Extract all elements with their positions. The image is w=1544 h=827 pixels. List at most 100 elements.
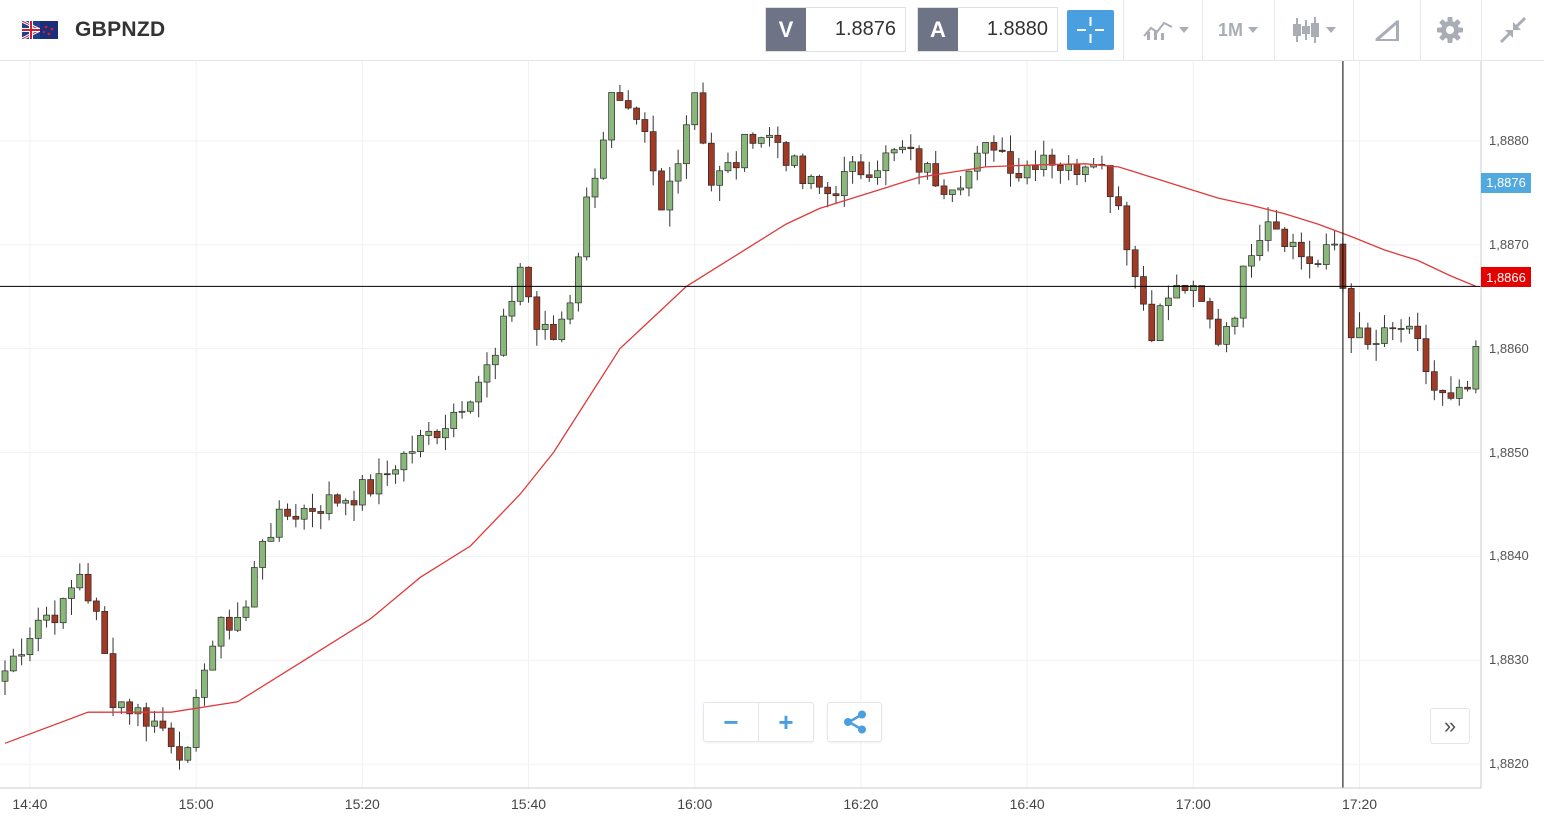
candle-bullish [840,171,848,197]
candle-bearish [1389,327,1397,330]
candle-bullish [608,92,615,141]
candle-bullish [691,92,699,126]
candle-bearish [1073,164,1081,175]
candle-bearish [1306,256,1314,264]
candle-bearish [915,148,923,173]
candle-bearish [1439,389,1446,394]
timeframe-select[interactable]: 1M [1207,6,1269,54]
candle-bearish [1214,318,1222,345]
candle-bullish [201,669,208,698]
candle-bullish [250,567,258,608]
candle-bullish [791,155,798,166]
candle-bullish [591,177,599,198]
candle-bullish [674,163,682,182]
time-tick-label: 16:40 [1009,796,1045,812]
candle-bearish [525,266,532,298]
candle-bearish [1198,285,1205,302]
candle-bullish [683,124,690,165]
candle-bearish [1347,288,1355,339]
candle-bearish [616,92,624,101]
candle-bullish [34,619,42,639]
candle-bullish [342,500,350,504]
candle-bearish [1281,228,1289,248]
candle-bullish [924,163,931,173]
bid-quote[interactable]: V 1.8876 [765,7,906,52]
time-tick-label: 14:40 [12,796,48,812]
candle-bullish [417,435,424,452]
collapse-button[interactable] [1488,6,1538,54]
time-tick-label: 15:40 [510,796,547,812]
candle-bearish [998,149,1006,152]
candle-bullish [666,180,674,211]
time-tick-label: 17:20 [1341,796,1378,812]
candle-bearish [699,92,707,144]
candle-bullish [982,142,989,154]
crosshair-button[interactable] [1067,10,1114,50]
candle-bearish [816,175,823,188]
candle-bullish [450,411,458,429]
candle-bullish [948,189,956,195]
candle-bearish [857,161,865,176]
ask-label: A [918,8,958,51]
candle-bearish [292,515,300,520]
price-tick-label: 1,8870 [1489,236,1529,252]
candle-bearish [1422,338,1430,372]
price-tick-label: 1,8850 [1489,444,1529,460]
candle-bearish [1123,205,1131,251]
candle-bearish [1464,386,1471,390]
candle-bullish [1322,244,1330,265]
candle-bullish [392,469,399,475]
candle-bullish [68,587,75,599]
candle-bearish [1314,263,1322,265]
ask-quote[interactable]: A 1.8880 [917,7,1058,52]
candle-bullish [899,146,906,151]
time-tick-label: 16:00 [677,796,713,812]
candle-bullish [192,697,200,748]
candle-bullish [500,315,507,356]
chart-type-button[interactable] [1282,6,1344,54]
settings-button[interactable] [1425,6,1475,54]
candle-bearish [624,100,632,109]
candle-bullish [599,139,607,179]
candle-bullish [965,170,973,189]
bid-value: 1.8876 [834,18,896,40]
candle-bullish [1248,255,1255,267]
candle-bullish [757,137,765,144]
candle-bearish [350,500,358,506]
candle-bullish [375,473,383,495]
indicators-button[interactable] [1135,6,1195,54]
candle-bullish [491,354,499,366]
time-tick-label: 15:00 [178,796,214,812]
candle-bullish [1256,240,1264,257]
candle-bearish [84,573,92,602]
zoom-in-button[interactable]: + [758,703,813,741]
candle-bearish [1131,249,1139,277]
candle-bearish [824,186,832,195]
candle-bullish [408,451,416,454]
drawing-tool-button[interactable] [1360,6,1414,54]
candle-bullish [1156,305,1164,342]
candle-bearish [1181,285,1189,291]
candle-bullish [358,479,366,506]
drawing-tool-icon [1375,20,1399,41]
candle-bullish [1406,325,1413,330]
zoom-out-button[interactable]: − [723,706,739,737]
candle-bullish [1455,386,1463,399]
scroll-to-end-button[interactable]: » [1430,708,1470,744]
candle-bearish [1414,325,1422,340]
candle-bearish [533,296,541,330]
candle-bullish [1081,166,1089,175]
candle-bullish [849,161,856,172]
candle-bearish [109,653,117,708]
candle-bearish [641,119,649,132]
share-button[interactable] [827,702,882,742]
candle-bearish [142,707,150,727]
candle-bullish [1289,241,1297,248]
candle-bullish [1381,327,1388,344]
candle-bullish [890,149,898,154]
price-tick-label: 1,8820 [1489,756,1529,772]
candle-bearish [176,746,183,761]
bid-label: V [766,8,806,51]
candle-bullish [724,162,732,172]
